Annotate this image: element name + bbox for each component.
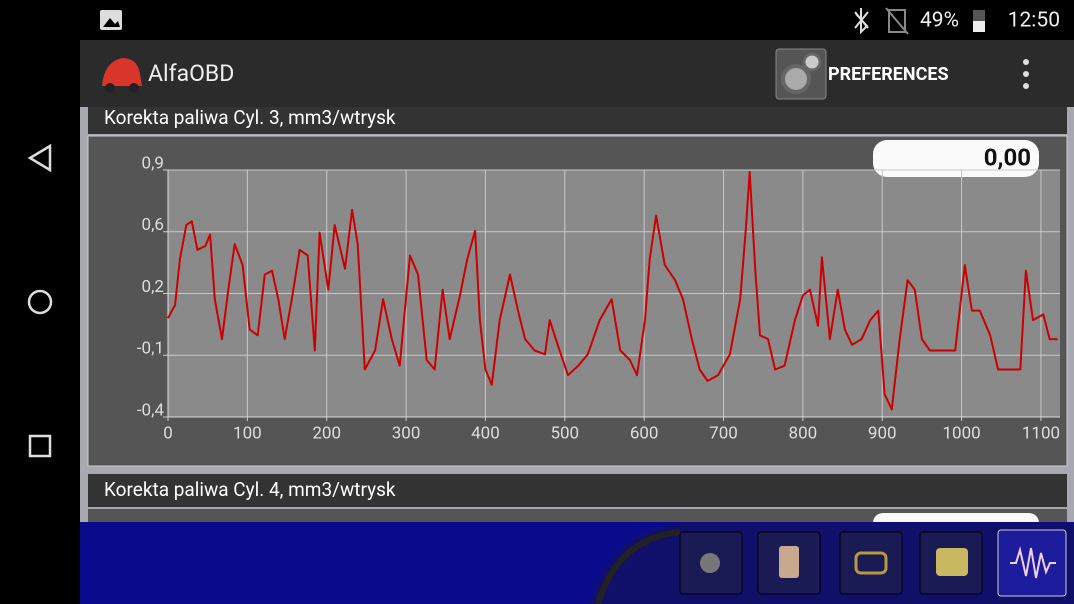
recents-button[interactable] (28, 434, 52, 458)
y-tick-label: -0,4 (137, 400, 165, 420)
y-tick-label: -0,1 (137, 339, 164, 359)
clock: 12:50 (1008, 9, 1060, 33)
toolbar-button-active[interactable] (997, 529, 1067, 597)
current-value: 0,00 (984, 143, 1031, 171)
home-button[interactable] (27, 289, 53, 315)
panel-header (88, 107, 1067, 134)
battery-level (973, 21, 985, 32)
status-bar (0, 0, 1074, 40)
gallery-icon-shape (103, 18, 120, 27)
y-tick-label: 0,2 (142, 277, 164, 297)
panel-title: Korekta paliwa Cyl. 3, mm3/wtrysk (104, 106, 396, 129)
x-tick-label: 700 (709, 423, 738, 443)
preferences-button[interactable]: PREFERENCES (828, 64, 949, 85)
back-button[interactable] (27, 143, 52, 173)
x-tick-label: 900 (868, 423, 897, 443)
app-logo-wheel (105, 83, 115, 93)
x-tick-label: 1100 (1022, 423, 1060, 443)
panel-header (88, 474, 1067, 507)
x-tick-label: 400 (471, 423, 500, 443)
value-box (873, 140, 1039, 177)
data-line (167, 170, 1058, 411)
nav-bar (0, 40, 80, 604)
chart: -0,4 -0,1 0,2 0,6 0,9 0 100 200 300 400 500 600 700 8… (137, 153, 1060, 443)
toolbar-icon (1010, 546, 1056, 579)
toolbar-button[interactable] (839, 531, 903, 595)
x-tick-label: 800 (789, 423, 818, 443)
panel-title: Korekta paliwa Cyl. 4, mm3/wtrysk (104, 478, 396, 501)
toolbar-arc (595, 529, 681, 604)
app-logo-wheel (129, 83, 139, 93)
x-tick-label: 100 (233, 423, 262, 443)
gear (781, 64, 811, 94)
x-tick-label: 300 (392, 423, 421, 443)
x-tick-label: 0 (163, 423, 173, 443)
app-bar (80, 40, 1074, 107)
x-tick-label: 200 (312, 423, 341, 443)
no-signal-icon (885, 7, 909, 35)
chart-panel (88, 509, 1067, 522)
toolbar-icon (779, 546, 799, 578)
x-tick-label: 600 (630, 423, 659, 443)
x-tick-label: 1000 (942, 423, 980, 443)
toolbar-icon (854, 551, 888, 575)
bluetooth-icon (854, 8, 869, 35)
toolbar-icon (700, 553, 720, 573)
menu-dot[interactable] (1023, 71, 1029, 77)
y-tick-label: 0,6 (142, 215, 164, 235)
app-logo (102, 58, 142, 86)
app-title: AlfaOBD (148, 60, 234, 87)
menu-dot[interactable] (1023, 59, 1029, 65)
gear (802, 52, 822, 72)
toolbar-icon (936, 548, 968, 576)
y-tick-label: 0,9 (142, 153, 164, 173)
battery-text: 49% (920, 9, 959, 33)
x-tick-label: 500 (550, 423, 579, 443)
menu-dot[interactable] (1023, 83, 1029, 89)
